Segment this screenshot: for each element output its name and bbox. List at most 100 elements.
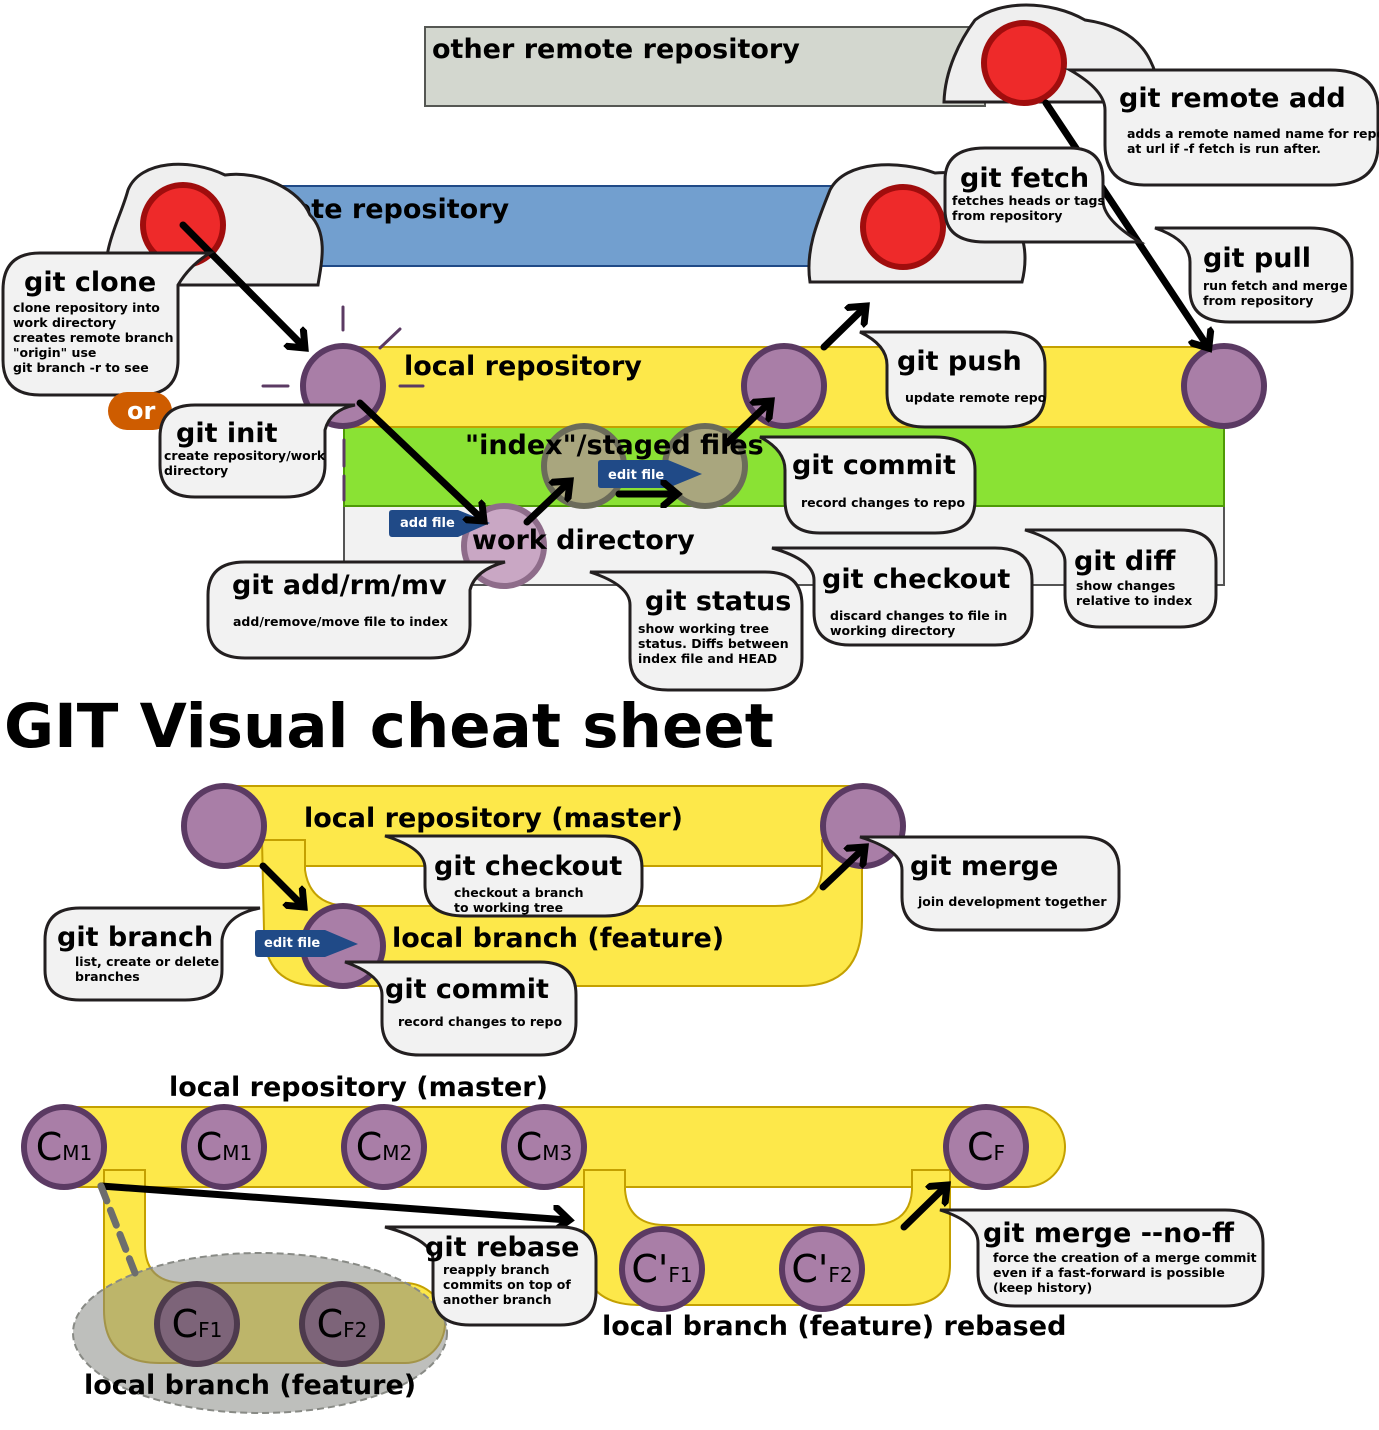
svg-text:git status: git status	[645, 586, 791, 617]
or-badge: or	[108, 392, 172, 430]
other-remote-band	[424, 26, 986, 107]
svg-text:at url if -f fetch is run afte: at url if -f fetch is run after.	[1127, 141, 1321, 156]
bubble-push: git push update remote repo	[859, 330, 1047, 429]
rebased-commit-2: C'F2	[779, 1226, 865, 1312]
svg-text:list, create or delete: list, create or delete	[75, 954, 219, 969]
edit-file-tag-branch: edit file	[255, 930, 358, 957]
svg-text:CM2: CM2	[356, 1125, 413, 1169]
master-commit-2: CM1	[181, 1104, 267, 1190]
svg-text:join development together: join development together	[917, 894, 1107, 909]
old-feature-commit-1: CF1	[154, 1281, 240, 1367]
svg-text:C'F2: C'F2	[791, 1247, 852, 1291]
svg-text:create repository/work: create repository/work	[164, 448, 326, 463]
svg-text:edit file: edit file	[608, 468, 664, 483]
svg-text:(keep history): (keep history)	[993, 1280, 1092, 1295]
bubble-commit: git commit record changes to repo	[759, 435, 977, 535]
bubble-clone: git clone clone repository into work dir…	[1, 251, 216, 397]
svg-text:git fetch: git fetch	[960, 163, 1089, 194]
arrow-clone	[179, 221, 304, 347]
arrow-init-to-work	[356, 399, 483, 520]
svg-text:git checkout: git checkout	[822, 564, 1010, 595]
svg-text:git checkout: git checkout	[434, 851, 622, 882]
bubble-branch-checkout: git checkout checkout a branch to workin…	[384, 834, 644, 918]
master-commit-4: CM3	[501, 1104, 587, 1190]
local-repo-label: local repository	[404, 351, 642, 382]
svg-text:commits on top of: commits on top of	[443, 1277, 571, 1292]
arrow-merge-noff	[900, 1186, 946, 1231]
svg-text:creates remote branch: creates remote branch	[13, 330, 174, 345]
bubble-pull: git pull run fetch and merge from reposi…	[1154, 226, 1354, 324]
svg-text:another branch: another branch	[443, 1292, 552, 1307]
index-label: "index"/staged files	[465, 430, 764, 461]
svg-text:directory: directory	[164, 463, 228, 478]
svg-text:git commit: git commit	[385, 974, 549, 1005]
master-node-start	[181, 783, 267, 869]
rebase-master-label: local repository (master)	[169, 1072, 548, 1103]
svg-text:working directory: working directory	[830, 623, 955, 638]
svg-text:git merge --no-ff: git merge --no-ff	[983, 1218, 1235, 1249]
svg-text:CM1: CM1	[36, 1125, 93, 1169]
old-feature-commit-2: CF2	[299, 1281, 385, 1367]
svg-text:from repository: from repository	[1203, 293, 1313, 308]
master-branch-label: local repository (master)	[304, 803, 683, 834]
svg-text:git branch: git branch	[57, 922, 213, 953]
arrow-push	[820, 307, 865, 351]
svg-text:record changes to repo: record changes to repo	[398, 1014, 562, 1029]
bubble-fetch: git fetch fetches heads or tags from rep…	[943, 146, 1146, 244]
svg-text:run fetch and merge: run fetch and merge	[1203, 278, 1348, 293]
svg-text:reapply branch: reapply branch	[443, 1262, 550, 1277]
svg-text:to working tree: to working tree	[454, 900, 563, 915]
bubble-rebase: git rebase reapply branch commits on top…	[384, 1225, 598, 1327]
svg-text:status. Diffs between: status. Diffs between	[638, 636, 789, 651]
svg-text:edit file: edit file	[264, 936, 320, 951]
arrow-work-to-index	[523, 482, 569, 526]
bubble-add: git add/rm/mv add/remove/move file to in…	[206, 560, 506, 660]
bubble-branch-commit: git commit record changes to repo	[344, 960, 578, 1057]
svg-text:discard changes to file in: discard changes to file in	[830, 608, 1007, 623]
rebased-commit-1: C'F1	[619, 1226, 705, 1312]
remote-node-right	[860, 184, 946, 270]
svg-text:or: or	[127, 397, 155, 425]
svg-text:CM1: CM1	[196, 1125, 253, 1169]
svg-text:git merge: git merge	[910, 851, 1058, 882]
init-burst	[261, 305, 425, 502]
svg-text:CM3: CM3	[516, 1125, 573, 1169]
svg-text:from repository: from repository	[952, 208, 1062, 223]
svg-text:git pull: git pull	[1203, 243, 1311, 274]
arrow-index-to-local	[723, 402, 770, 447]
master-node-merge	[820, 783, 906, 869]
master-commit-5: CF	[943, 1104, 1029, 1190]
svg-text:git rebase: git rebase	[425, 1232, 579, 1263]
svg-text:show working tree: show working tree	[638, 621, 769, 636]
svg-text:branches: branches	[75, 969, 140, 984]
svg-text:record changes to repo: record changes to repo	[801, 495, 965, 510]
svg-text:git push: git push	[897, 346, 1022, 377]
svg-text:add/remove/move file to index: add/remove/move file to index	[233, 614, 448, 629]
svg-text:git remote add: git remote add	[1119, 83, 1346, 114]
remote-band	[249, 185, 851, 267]
bubble-merge-noff: git merge --no-ff force the creation of …	[939, 1208, 1265, 1308]
svg-text:checkout a branch: checkout a branch	[454, 885, 584, 900]
arrow-rebase	[97, 1182, 568, 1220]
other-remote-node	[981, 20, 1067, 106]
page-title: GIT Visual cheat sheet	[4, 691, 774, 762]
svg-text:relative to index: relative to index	[1076, 593, 1192, 608]
svg-text:git add/rm/mv: git add/rm/mv	[232, 570, 447, 601]
bubble-status: git status show working tree status. Dif…	[589, 570, 804, 692]
bubble-remote-add: git remote add adds a remote named name …	[1064, 68, 1379, 187]
arrow-pull	[1042, 99, 1208, 347]
arrow-merge	[819, 848, 864, 891]
local-node-pull	[1181, 343, 1267, 429]
arrow-branch	[259, 862, 303, 906]
svg-text:CF2: CF2	[317, 1302, 368, 1346]
work-directory-label: work directory	[472, 525, 695, 556]
svg-text:even if a fast-forward is poss: even if a fast-forward is possible	[993, 1265, 1225, 1280]
master-commit-1: CM1	[21, 1104, 107, 1190]
svg-text:CF: CF	[967, 1125, 1005, 1169]
feature-branch-label: local branch (feature)	[392, 923, 724, 954]
bubble-branch-merge: git merge join development together	[859, 835, 1121, 932]
arrow-old-branch	[97, 1182, 139, 1277]
bubble-diff: git diff show changes relative to index	[1024, 528, 1218, 629]
svg-text:show changes: show changes	[1076, 578, 1175, 593]
